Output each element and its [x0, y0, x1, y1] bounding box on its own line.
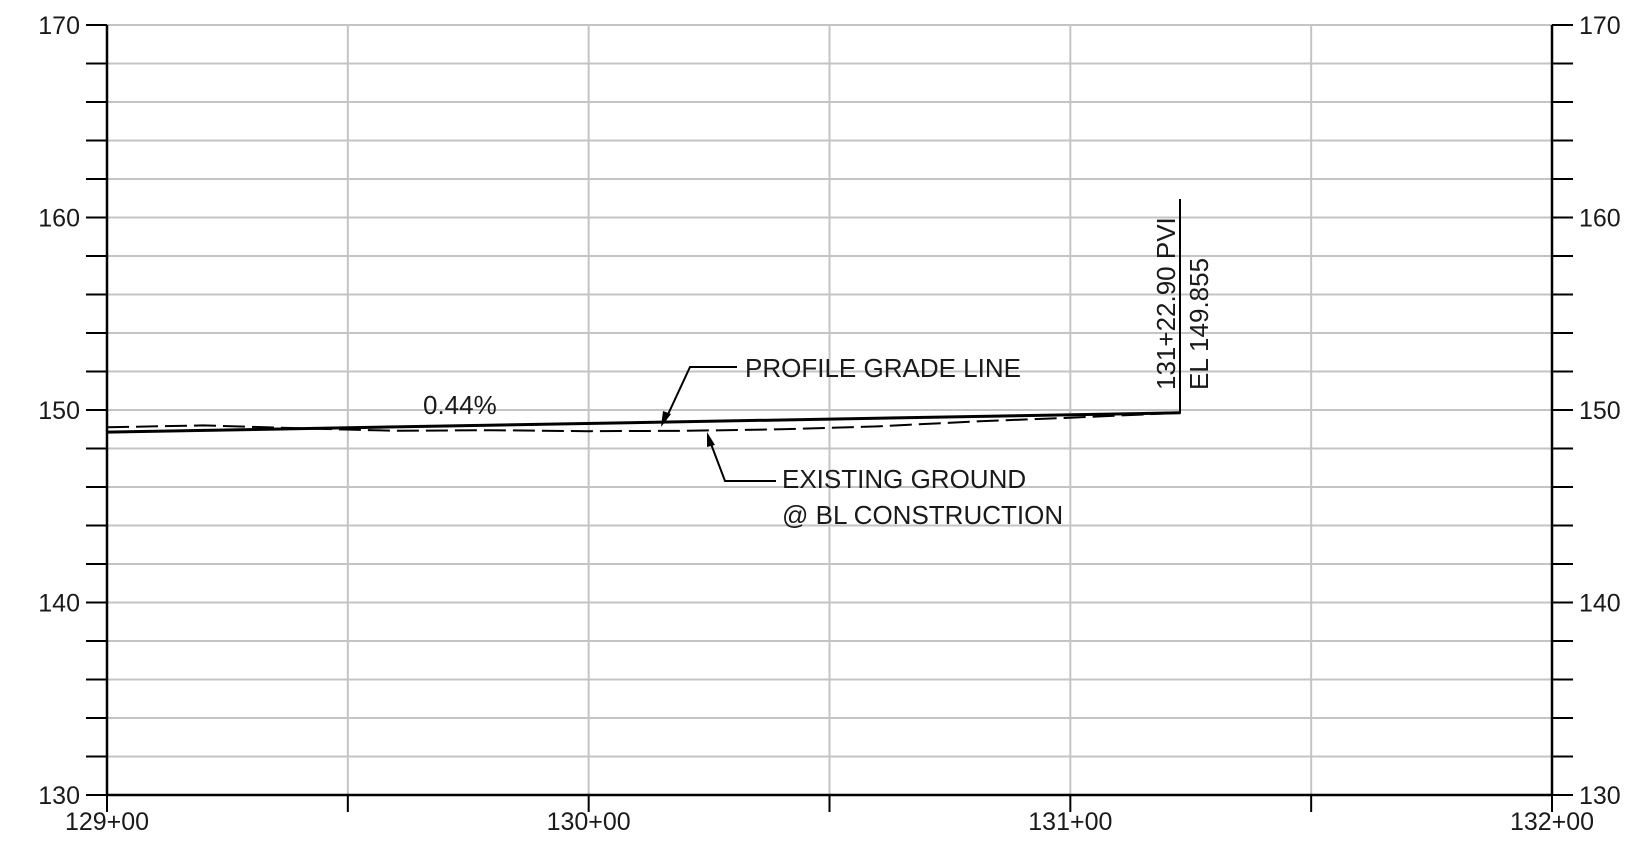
y-tick-label-right: 150: [1579, 397, 1621, 425]
existing-ground-leader: [707, 435, 776, 482]
x-tick-label: 129+00: [65, 808, 149, 836]
profile-grade-arrowhead: [661, 411, 671, 427]
grade-percent-label: 0.44%: [423, 390, 497, 420]
grid: [107, 24, 1552, 795]
y-tick-label-right: 160: [1579, 205, 1621, 233]
pvi-station-label: 131+22.90 PVI: [1151, 217, 1181, 390]
y-tick-label-right: 140: [1579, 590, 1621, 618]
x-tick-label: 130+00: [547, 808, 631, 836]
profile-grade-line-label: PROFILE GRADE LINE: [745, 353, 1021, 383]
existing-ground-label-line2: @ BL CONSTRUCTION: [782, 500, 1063, 530]
y-tick-label-left: 130: [38, 782, 80, 810]
existing-ground-arrowhead: [707, 432, 715, 447]
y-tick-label-left: 160: [38, 205, 80, 233]
series: [106, 411, 1181, 434]
x-tick-label: 132+00: [1510, 808, 1594, 836]
pvi-elevation-label: EL 149.855: [1184, 258, 1214, 390]
profile-grade-line-line: [106, 411, 1181, 434]
y-tick-label-left: 150: [38, 397, 80, 425]
y-tick-label-left: 170: [38, 12, 80, 40]
axes: 130 130 140 140 150 150 160 160 170 170 129+00 130+…: [38, 12, 1620, 836]
profile-grade-leader: [663, 366, 737, 424]
y-tick-label-left: 140: [38, 590, 80, 618]
y-tick-label-right: 130: [1579, 782, 1621, 810]
existing-ground-label: EXISTING GROUND: [782, 464, 1026, 494]
x-tick-label: 131+00: [1028, 808, 1112, 836]
y-tick-label-right: 170: [1579, 12, 1621, 40]
existing-ground-line: [106, 411, 1181, 433]
